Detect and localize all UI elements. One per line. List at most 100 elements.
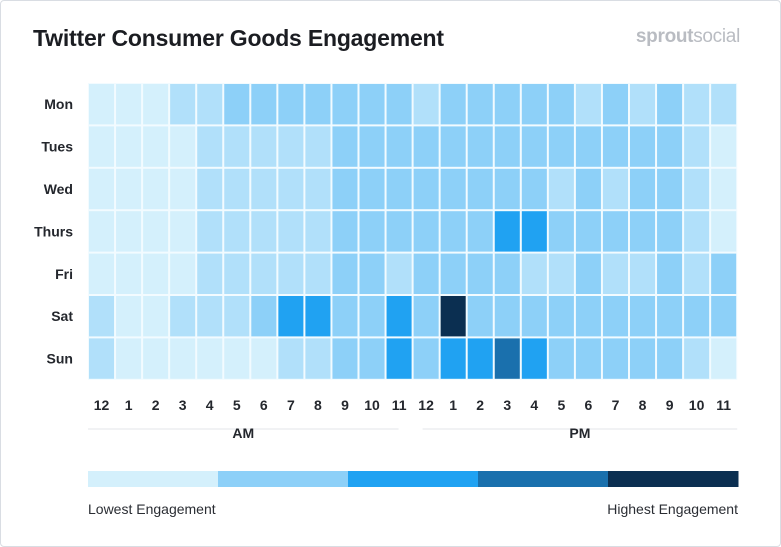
heatmap-cell (575, 84, 601, 125)
heatmap-cell (602, 211, 628, 252)
heatmap-cell (602, 84, 628, 125)
heatmap-cell (602, 126, 628, 167)
day-label: Sun (47, 351, 73, 367)
heatmap-cell (116, 126, 142, 167)
heatmap-cell (359, 126, 385, 167)
heatmap-cell (467, 338, 493, 379)
heatmap-cell (332, 84, 358, 125)
heatmap-cell (494, 253, 520, 294)
heatmap-cell (116, 211, 142, 252)
heatmap-cell (251, 84, 277, 125)
heatmap-cell (413, 253, 439, 294)
day-label: Thurs (34, 223, 73, 239)
heatmap-cell (548, 84, 574, 125)
day-label: Fri (55, 266, 73, 282)
heatmap-cell (197, 296, 223, 337)
chart-title: Twitter Consumer Goods Engagement (33, 25, 444, 51)
heatmap-cell (413, 338, 439, 379)
day-label: Sat (51, 308, 73, 324)
heatmap-cell (143, 84, 169, 125)
heatmap-cell (251, 126, 277, 167)
heatmap-cell (224, 211, 250, 252)
heatmap-cell (386, 211, 412, 252)
heatmap-cell (224, 126, 250, 167)
heatmap-cell (170, 84, 196, 125)
heatmap-cell (116, 253, 142, 294)
heatmap-cell (521, 211, 547, 252)
logo-part-sprout: sprout (635, 26, 694, 47)
heatmap-cell (575, 211, 601, 252)
heatmap-cell (251, 296, 277, 337)
heatmap-cell (251, 253, 277, 294)
heatmap-cell (305, 338, 331, 379)
heatmap-cell (521, 126, 547, 167)
heatmap-cell (630, 253, 656, 294)
heatmap-cell (278, 338, 304, 379)
heatmap-cell (548, 338, 574, 379)
heatmap-cell (657, 168, 683, 210)
sprout-social-logo: sproutsocial (636, 26, 740, 48)
heatmap-cell (143, 126, 169, 167)
day-label: Mon (44, 96, 73, 112)
heatmap-cell (224, 168, 250, 210)
hour-label: 1 (449, 397, 457, 413)
heatmap-cell (521, 84, 547, 125)
heatmap-cell (332, 296, 358, 337)
heatmap-cell (711, 126, 737, 167)
heatmap-cell (575, 168, 601, 210)
heatmap-cell (170, 168, 196, 210)
hour-label: 11 (392, 397, 407, 413)
heatmap-cell (89, 211, 115, 252)
legend-swatch (608, 471, 739, 487)
heatmap-cell (386, 296, 412, 337)
heatmap-cell (521, 168, 547, 210)
hour-label: 4 (206, 397, 214, 413)
heatmap-cell (440, 338, 466, 379)
heatmap-cell (494, 168, 520, 210)
heatmap-cell (657, 253, 683, 294)
heatmap-cell (413, 296, 439, 337)
heatmap-cell (116, 84, 142, 125)
heatmap-cell (467, 168, 493, 210)
heatmap-cell (332, 253, 358, 294)
heatmap-cell (89, 338, 115, 379)
hour-label: 11 (716, 397, 731, 413)
heatmap-cell (711, 338, 737, 379)
heatmap-cell (657, 338, 683, 379)
heatmap-cell (278, 84, 304, 125)
heatmap-cell (440, 211, 466, 252)
heatmap-cell (224, 296, 250, 337)
heatmap-cell (575, 126, 601, 167)
hour-label: 8 (314, 397, 322, 413)
heatmap-cell (711, 211, 737, 252)
heatmap-cell (684, 338, 710, 379)
heatmap-cell (548, 126, 574, 167)
hour-label: 2 (476, 397, 484, 413)
heatmap-cell (413, 211, 439, 252)
heatmap-cell (630, 84, 656, 125)
heatmap-cell (251, 168, 277, 210)
heatmap-cell (711, 253, 737, 294)
heatmap-cell (278, 126, 304, 167)
heatmap-cell (413, 84, 439, 125)
heatmap-cell (89, 253, 115, 294)
heatmap-cell (224, 84, 250, 125)
heatmap-cell (197, 338, 223, 379)
heatmap-cell (467, 253, 493, 294)
heatmap-cell (494, 126, 520, 167)
heatmap-cell (332, 338, 358, 379)
heatmap-cell (494, 211, 520, 252)
heatmap-cell (467, 126, 493, 167)
heatmap-cell (521, 253, 547, 294)
heatmap-cell (494, 338, 520, 379)
heatmap-cell (386, 168, 412, 210)
heatmap-cell (143, 168, 169, 210)
heatmap-cell (684, 126, 710, 167)
heatmap-cell (548, 253, 574, 294)
day-label: Tues (41, 139, 73, 155)
heatmap-cell (359, 84, 385, 125)
heatmap-cell (332, 211, 358, 252)
heatmap-cell (386, 338, 412, 379)
heatmap-cell (467, 296, 493, 337)
